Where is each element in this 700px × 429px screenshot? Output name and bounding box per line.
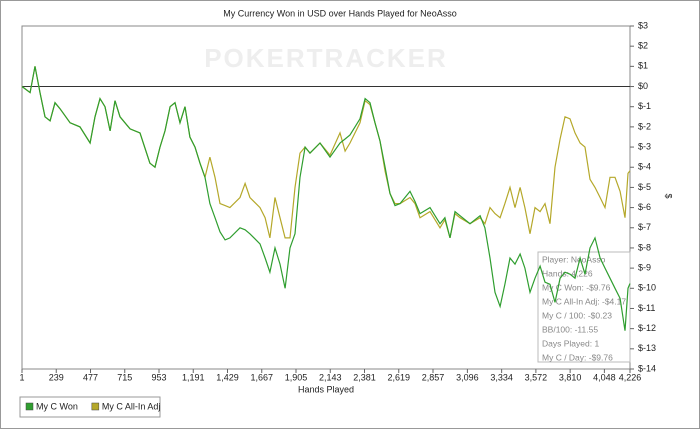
plot-area [21,25,631,370]
y-tick-label: $0 [638,81,648,91]
tooltip-line: Player: NeoAsso [542,254,606,264]
y-tick-label: $-7 [638,222,651,232]
chart-title: My Currency Won in USD over Hands Played… [223,8,456,18]
y-tick-label: $-8 [638,242,651,252]
tooltip-line: My C All-In Adj: -$4.17 [542,296,626,306]
y-tick-label: $-1 [638,101,651,111]
x-tick-label: 1,667 [250,372,273,382]
x-tick-label: 3,334 [490,372,513,382]
x-tick-label: 2,619 [387,372,410,382]
y-axis-label: $ [664,193,674,198]
series-line [21,66,631,331]
x-tick-label: 3,572 [525,372,548,382]
x-tick-label: 3,096 [456,372,479,382]
y-tick-label: $-9 [638,262,651,272]
tooltip-line: My C / 100: -$0.23 [542,310,612,320]
x-tick-label: 3,810 [559,372,582,382]
y-tick-label: $-14 [638,363,656,373]
y-tick-label: $-4 [638,162,651,172]
y-tick-label: $-3 [638,141,651,151]
y-tick-label: $2 [638,41,648,51]
x-tick-label: 1,191 [182,372,205,382]
x-tick-label: 1 [19,372,24,382]
y-tick-label: $1 [638,61,648,71]
y-tick-label: $3 [638,20,648,30]
tooltip-line: Days Played: 1 [542,338,599,348]
legend-swatch [25,402,34,411]
y-tick-label: $-12 [638,323,656,333]
x-tick-label: 953 [151,372,166,382]
x-tick-label: 4,226 [619,372,642,382]
x-axis-label: Hands Played [298,384,354,394]
tooltip-line: My C / Day: -$9.76 [542,352,613,362]
x-tick-label: 2,857 [422,372,445,382]
y-tick-label: $-10 [638,283,656,293]
x-tick-label: 2,143 [319,372,342,382]
x-tick-label: 1,429 [216,372,239,382]
tooltip-line: BB/100: -11.55 [542,324,598,334]
legend [19,396,161,418]
y-tick-label: $-13 [638,343,656,353]
x-tick-label: 477 [83,372,98,382]
x-tick-label: 4,048 [593,372,616,382]
y-tick-label: $-11 [638,303,655,313]
x-tick-label: 1,905 [285,372,308,382]
legend-label: My C All-In Adj [102,401,161,411]
y-tick-label: $-2 [638,121,651,131]
legend-swatch [91,402,100,411]
y-tick-label: $-6 [638,202,651,212]
x-tick-label: 2,381 [353,372,376,382]
tooltip-line: My C Won: -$9.76 [542,282,611,292]
x-tick-label: 715 [117,372,132,382]
y-tick-label: $-5 [638,182,651,192]
legend-label: My C Won [36,401,78,411]
x-tick-label: 239 [49,372,64,382]
watermark: POKERTRACKER [204,43,448,73]
